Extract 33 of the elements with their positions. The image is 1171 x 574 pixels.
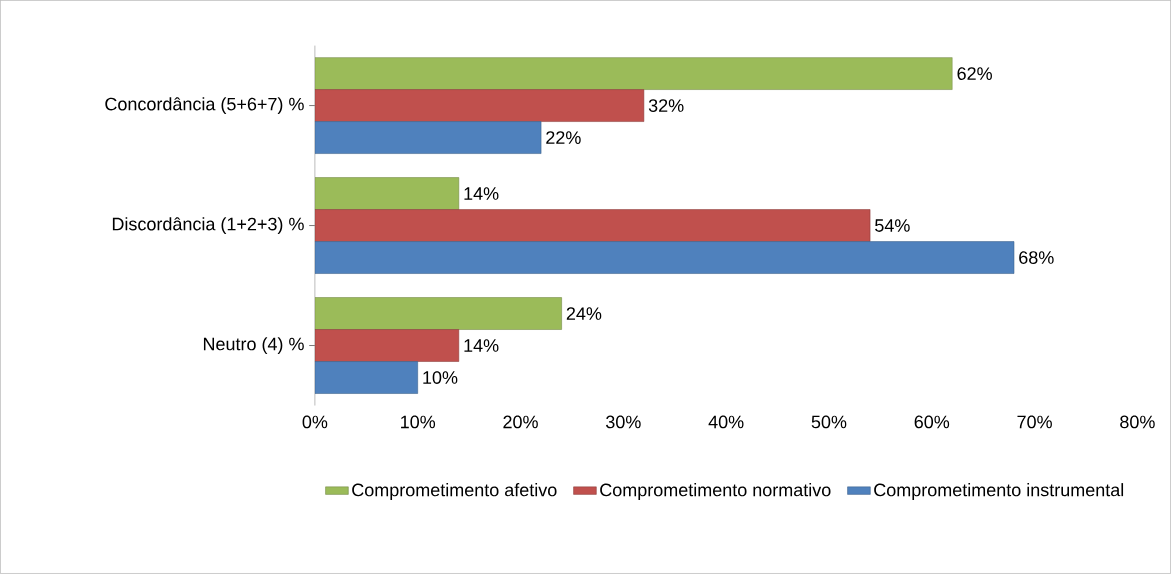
x-tick-label: 10% (401, 415, 436, 429)
data-label: 62% (957, 67, 992, 81)
x-tick-label: 20% (503, 415, 538, 429)
bar (314, 121, 542, 154)
x-tick-label: 0% (302, 415, 328, 429)
bar (314, 89, 645, 122)
bar (314, 209, 871, 242)
data-label: 54% (875, 219, 910, 232)
legend-label: Comprometimento afetivo (352, 483, 557, 501)
bar (314, 329, 460, 362)
x-tick-label: 30% (606, 415, 641, 429)
x-tick-label: 80% (1120, 415, 1155, 429)
y-tick-label: Concordância (5+6+7) % (105, 97, 304, 115)
data-label: 24% (566, 307, 602, 320)
y-tick-label: Discordância (1+2+3) % (112, 217, 304, 235)
bar (314, 241, 1015, 274)
y-tick-label: Neutro (4) % (203, 337, 304, 355)
bar (314, 57, 953, 90)
bar (314, 361, 418, 394)
data-label: 68% (1019, 251, 1054, 265)
legend-label: Comprometimento instrumental (874, 483, 1124, 501)
data-label: 22% (546, 131, 581, 145)
bar (314, 297, 562, 330)
bar (314, 177, 460, 210)
data-label: 14% (464, 187, 499, 200)
legend-label: Comprometimento normativo (600, 483, 831, 501)
x-tick-label: 70% (1017, 415, 1052, 429)
data-label: 32% (648, 99, 684, 113)
x-tick-label: 50% (811, 415, 847, 429)
data-label: 10% (423, 371, 458, 385)
x-tick-label: 60% (914, 415, 950, 429)
data-label: 14% (464, 339, 499, 352)
x-tick-label: 40% (708, 415, 744, 429)
